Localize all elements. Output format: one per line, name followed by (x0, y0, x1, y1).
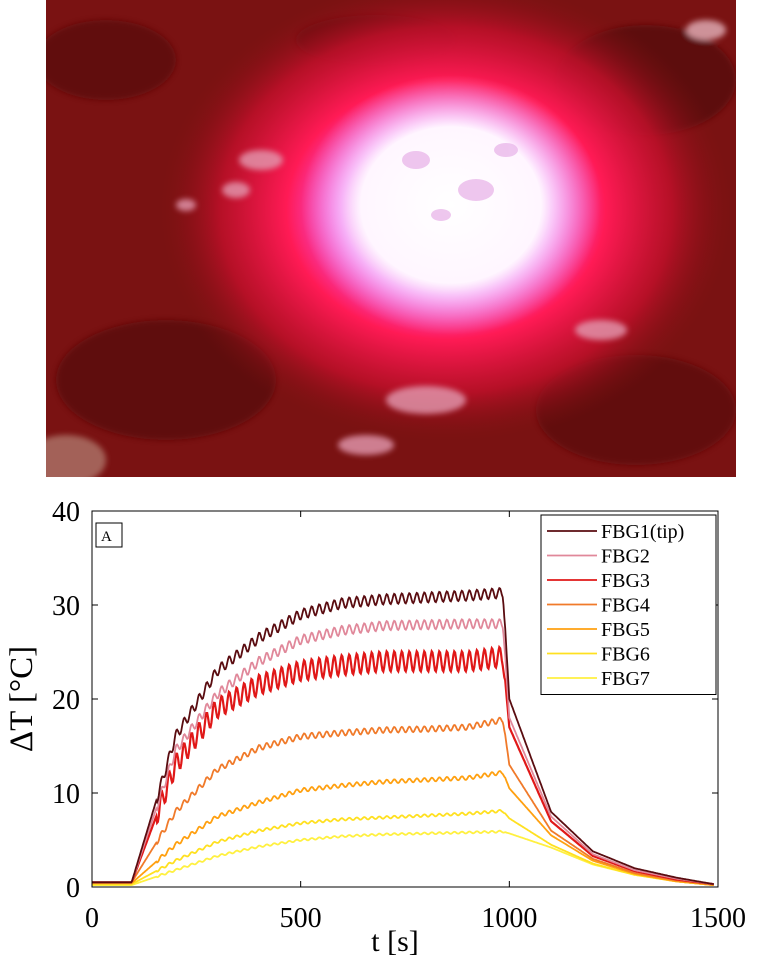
legend-label: FBG1(tip) (601, 521, 684, 543)
series-line-fbg3 (92, 644, 714, 886)
legend-label: FBG7 (601, 668, 650, 690)
series-line-fbg5 (92, 770, 714, 886)
photo-image (46, 0, 736, 477)
temperature-chart: 0 500 1000 1500 0 10 20 30 40 A t [s] ΔT [°C] FB… (0, 477, 768, 967)
panel-label-box (95, 522, 123, 548)
x-axis-label: t [s] (371, 925, 419, 958)
series-layer (92, 586, 715, 887)
y-axis-label: ΔT [°C] (4, 646, 40, 752)
x-tick-label: 1500 (690, 903, 746, 934)
series-line-fbg4 (92, 716, 714, 886)
ticks-layer: 0 500 1000 1500 0 10 20 30 40 (52, 497, 746, 934)
chart-area: 0 500 1000 1500 0 10 20 30 40 A t [s] ΔT [°C] FB… (0, 477, 768, 967)
y-tick-label: 30 (52, 591, 80, 622)
y-tick-label: 0 (66, 873, 80, 904)
y-tick-label: 20 (52, 685, 80, 716)
legend-label: FBG2 (601, 546, 650, 568)
y-tick-label: 10 (52, 779, 80, 810)
legend-label: FBG4 (601, 595, 650, 617)
series-line-fbg1-tip- (92, 586, 715, 886)
panel-label: A (101, 529, 112, 545)
legend-label: FBG6 (601, 644, 650, 666)
series-line-fbg6 (92, 808, 714, 886)
series-line-fbg2 (92, 618, 714, 886)
x-tick-label: 500 (280, 903, 322, 934)
legend-label: FBG5 (601, 619, 650, 641)
x-tick-label: 1000 (481, 903, 537, 934)
laser-tissue-photo (46, 0, 736, 477)
x-tick-label: 0 (85, 903, 99, 934)
y-tick-label: 40 (52, 497, 80, 528)
legend-label: FBG3 (601, 570, 650, 592)
